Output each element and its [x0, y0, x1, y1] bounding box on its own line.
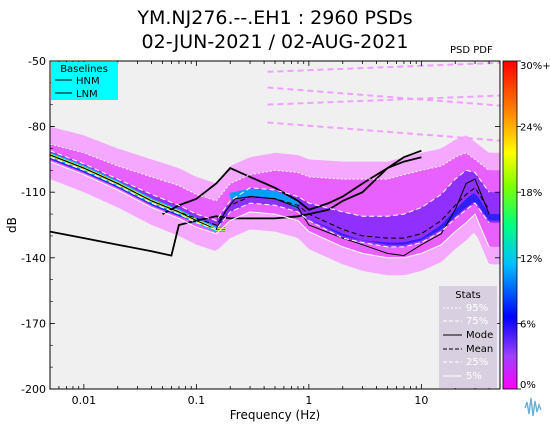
legend-mode-label: Mode	[466, 330, 493, 341]
legend-95-label: 95%	[466, 303, 488, 314]
series-line-95pct	[50, 143, 490, 202]
legend-5-label: 5%	[466, 371, 482, 382]
baselines-legend-title: Baselines	[60, 64, 108, 75]
colorbar-tick-label: 30%+	[520, 61, 550, 72]
y-tick-label: -50	[28, 55, 46, 68]
y-tick-label: -80	[28, 121, 46, 134]
series-line-75pct	[50, 150, 490, 222]
x-tick-label: 10	[414, 394, 428, 407]
chart-title-line1: YM.NJ276.--.EH1 : 2960 PSDs	[137, 7, 413, 29]
colorbar-tick-label: 0%	[520, 380, 536, 391]
density-upper-trace	[267, 61, 500, 73]
stats-legend-box	[439, 286, 497, 388]
x-tick-label: 0.01	[72, 394, 97, 407]
series-line-mean	[50, 154, 490, 239]
series-line-5pct	[50, 161, 490, 259]
x-axis-label: Frequency (Hz)	[230, 408, 321, 422]
colorbar-label: PSD PDF	[450, 45, 493, 56]
stats-legend: Stats 95% 75% Mode Mean 25% 5%	[439, 286, 497, 388]
colorbar-tick-label: 6%	[520, 319, 536, 330]
legend-hnm-label: HNM	[76, 76, 100, 87]
x-tick-label: 1	[305, 394, 312, 407]
chart-title-line2: 02-JUN-2021 / 02-AUG-2021	[141, 31, 409, 53]
y-tick-label: -110	[21, 186, 46, 199]
legend-75-label: 75%	[466, 316, 488, 327]
density-upper-trace	[267, 94, 500, 106]
density-upper-trace	[267, 86, 500, 107]
series-line-hnm	[162, 149, 422, 215]
baselines-legend: Baselines HNM LNM	[51, 62, 118, 100]
stats-legend-title: Stats	[455, 290, 481, 301]
colorbar-tick-label: 24%	[520, 123, 542, 134]
density-upper-trace	[267, 121, 500, 142]
series-lines-layer	[50, 143, 490, 259]
legend-25-label: 25%	[466, 357, 488, 368]
logo-icon	[524, 397, 542, 417]
series-line-25pct	[50, 156, 490, 248]
colorbar-tick-label: 12%	[520, 254, 542, 265]
y-tick-label: -140	[21, 252, 46, 265]
colorbar-tick-label: 18%	[520, 188, 542, 199]
colorbar	[502, 60, 518, 390]
series-line-lnm	[50, 156, 422, 257]
y-tick-label: -200	[21, 383, 46, 396]
y-tick-label: -170	[21, 317, 46, 330]
legend-lnm-label: LNM	[76, 89, 98, 100]
y-axis-label: dB	[5, 217, 19, 233]
colorbar-ticks: 0% 6% 12% 18% 24% 30%+	[517, 60, 550, 391]
legend-mean-label: Mean	[466, 344, 493, 355]
x-tick-label: 0.1	[188, 394, 206, 407]
baselines-legend-box	[51, 62, 118, 100]
